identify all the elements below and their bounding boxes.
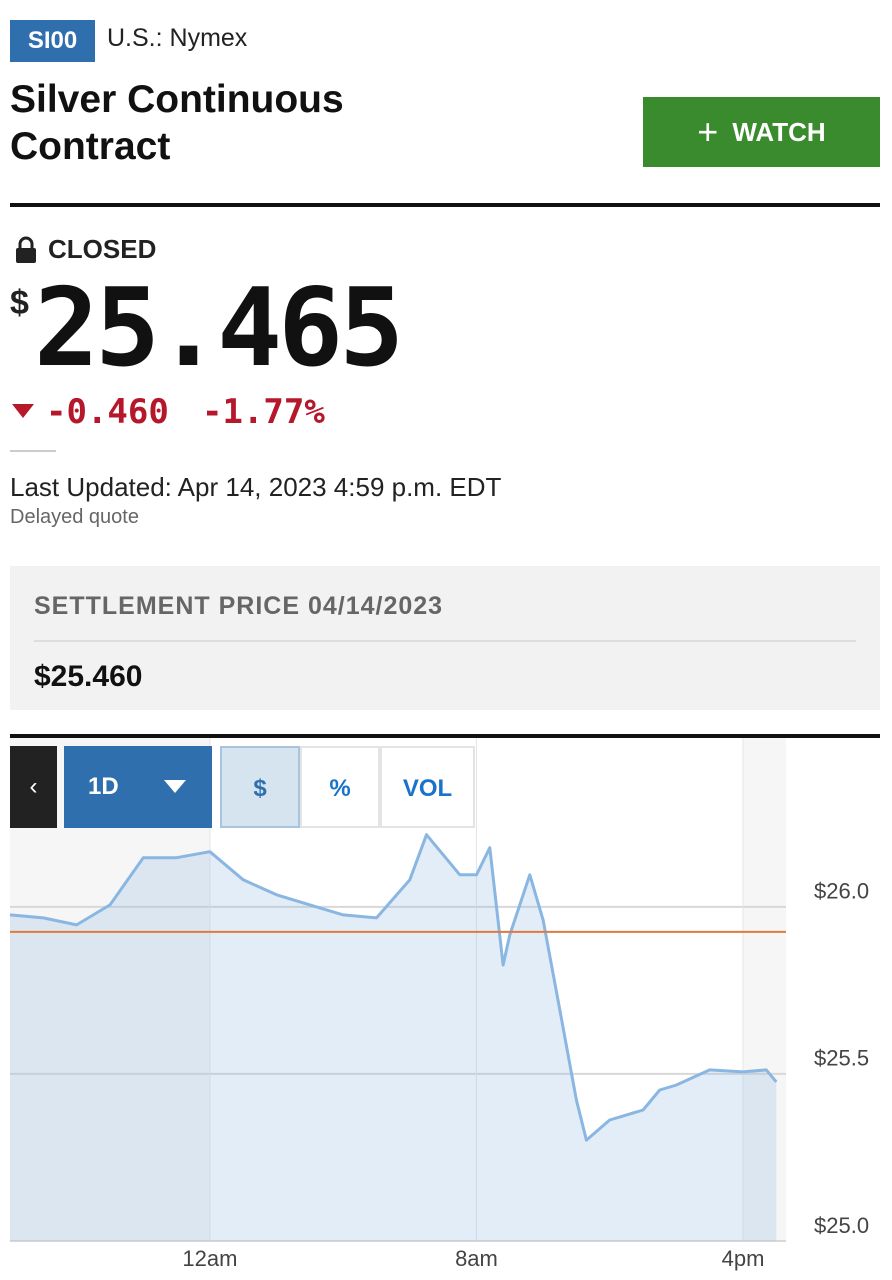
settlement-rule	[34, 640, 856, 642]
x-tick-label: 8am	[455, 1246, 498, 1271]
market-status: CLOSED	[48, 234, 157, 264]
chart: $25.0 $25.5 $26.0 12am 8am 4pm	[9, 738, 869, 1271]
area-fill	[10, 834, 777, 1241]
postmarket-shade	[743, 738, 786, 1241]
range-dropdown[interactable]: 1D	[64, 746, 212, 828]
watch-label: WATCH	[732, 117, 826, 147]
x-tick-label: 12am	[182, 1246, 237, 1271]
last-updated: Last Updated: Apr 14, 2023 4:59 p.m. EDT	[10, 472, 502, 502]
exchange: U.S.: Nymex	[107, 24, 248, 52]
delayed-note: Delayed quote	[10, 506, 139, 528]
chart-mode-button[interactable]: %	[300, 746, 380, 828]
lock-icon	[16, 236, 36, 263]
chart-mode-button[interactable]: VOL	[380, 746, 475, 828]
watch-button[interactable]: + WATCH	[643, 97, 880, 167]
range-label: 1D	[88, 773, 119, 800]
change: -0.460	[46, 392, 169, 432]
short-rule	[10, 450, 56, 452]
settlement-box: SETTLEMENT PRICE 04/14/2023 $25.460	[10, 566, 880, 710]
y-tick-label: $25.0	[814, 1213, 869, 1238]
price-line	[9, 833, 778, 1142]
price: 25.465	[34, 266, 404, 391]
dropdown-arrow	[164, 780, 186, 793]
back-button[interactable]: ‹	[10, 746, 57, 828]
divider	[10, 203, 880, 207]
settlement-label: SETTLEMENT PRICE 04/14/2023	[34, 592, 444, 620]
x-tick-label: 4pm	[722, 1246, 765, 1271]
divider	[10, 734, 880, 738]
y-tick-label: $26.0	[814, 879, 869, 904]
currency: $	[10, 284, 29, 322]
change-percent: -1.77%	[202, 392, 325, 432]
instrument-title: Silver Continuous Contract	[10, 78, 344, 168]
chart-mode-button[interactable]: $	[220, 746, 300, 828]
y-tick-label: $25.5	[814, 1046, 869, 1071]
symbol-badge: SI00	[10, 20, 95, 62]
down-arrow	[12, 404, 34, 418]
settlement-value: $25.460	[34, 660, 143, 693]
